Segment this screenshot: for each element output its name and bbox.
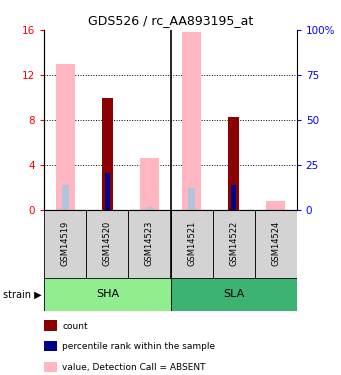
Bar — [44, 210, 86, 278]
Bar — [212, 210, 255, 278]
Text: SHA: SHA — [96, 290, 119, 299]
Bar — [44, 278, 170, 311]
Bar — [266, 201, 285, 210]
Text: GSM14522: GSM14522 — [229, 221, 238, 266]
Text: GSM14520: GSM14520 — [103, 221, 112, 266]
Text: GSM14519: GSM14519 — [61, 221, 70, 266]
Text: count: count — [62, 322, 88, 331]
Text: SLA: SLA — [223, 290, 244, 299]
Bar — [170, 278, 297, 311]
Bar — [140, 158, 159, 210]
Bar — [146, 207, 153, 210]
Bar — [56, 64, 75, 210]
Text: GSM14524: GSM14524 — [271, 221, 280, 266]
Text: value, Detection Call = ABSENT: value, Detection Call = ABSENT — [62, 363, 206, 372]
Bar — [255, 210, 297, 278]
Bar — [129, 210, 170, 278]
Text: strain ▶: strain ▶ — [3, 290, 42, 299]
Text: percentile rank within the sample: percentile rank within the sample — [62, 342, 215, 351]
Bar — [188, 188, 195, 210]
Bar — [182, 32, 201, 210]
Bar — [86, 210, 129, 278]
Bar — [62, 185, 69, 210]
Bar — [105, 173, 110, 210]
Text: GSM14521: GSM14521 — [187, 221, 196, 266]
Title: GDS526 / rc_AA893195_at: GDS526 / rc_AA893195_at — [88, 15, 253, 27]
Bar — [228, 117, 239, 210]
Bar — [231, 185, 236, 210]
Bar — [170, 210, 212, 278]
Bar — [102, 98, 113, 210]
Text: GSM14523: GSM14523 — [145, 221, 154, 266]
